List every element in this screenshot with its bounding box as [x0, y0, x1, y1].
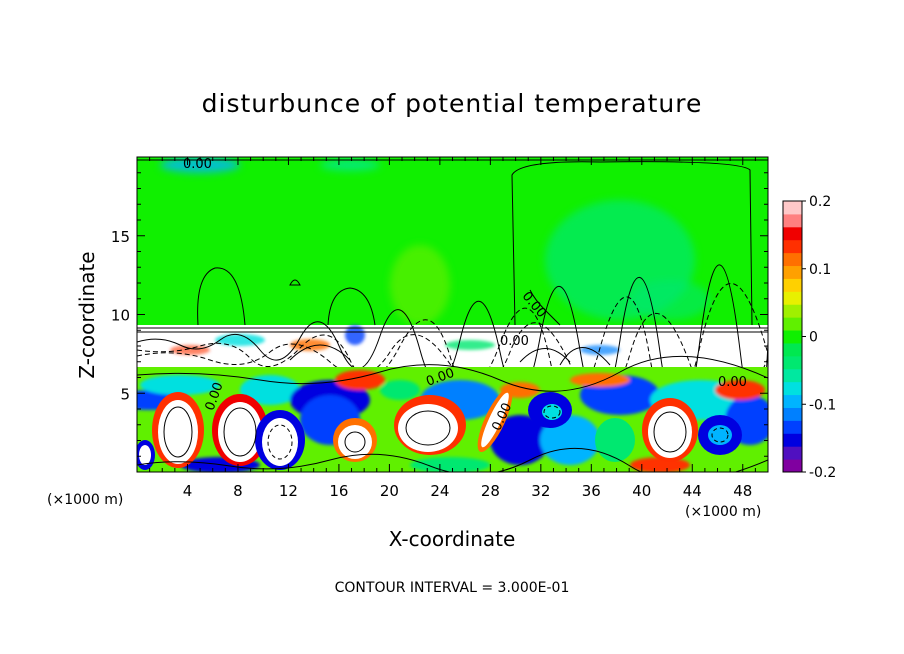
- colorbar-ticks: 0.2 0.1 0 -0.1 -0.2: [802, 194, 836, 481]
- lower-contours: [137, 355, 768, 472]
- colorbar-swatch: [783, 433, 802, 447]
- colorbar-swatch: [783, 317, 802, 331]
- colorbar-swatch: [783, 407, 802, 421]
- x-tick-label: 24: [430, 482, 449, 500]
- colorbar-swatch: [783, 342, 802, 357]
- colorbar: [782, 200, 803, 473]
- x-tick-label: 32: [531, 482, 550, 500]
- contour-label: 0.00: [183, 157, 212, 172]
- colorbar-swatch: [783, 368, 802, 383]
- contour-interval-note: CONTOUR INTERVAL = 3.000E-01: [335, 580, 570, 596]
- plot-area: 0.00 0.00 0.00 0.00 0.00 0.00 0.00: [137, 157, 768, 472]
- colorbar-swatch: [783, 330, 802, 344]
- colorbar-tick-label: -0.2: [809, 465, 836, 481]
- y-axis-title: Z-coordinate: [75, 251, 99, 378]
- colorbar-swatch: [783, 394, 802, 408]
- y-tick-label: 15: [111, 228, 130, 246]
- colorbar-swatch: [783, 213, 802, 228]
- colorbar-swatch: [783, 226, 802, 241]
- colorbar-swatch: [783, 355, 802, 370]
- y-axis-ticks: 5 10 15: [111, 172, 768, 457]
- colorbar-swatch: [783, 420, 802, 434]
- colorbar-swatch: [783, 446, 802, 460]
- upper-layer-features: [160, 157, 710, 325]
- colorbar-swatch: [783, 291, 802, 305]
- colorbar-tick-label: 0.2: [809, 194, 831, 210]
- colorbar-swatch: [783, 265, 802, 279]
- x-axis-title: X-coordinate: [389, 527, 516, 551]
- interface-features: [170, 325, 620, 355]
- chart-title: disturbunce of potential temperature: [202, 89, 703, 118]
- x-tick-label: 36: [582, 482, 601, 500]
- x-tick-label: 44: [683, 482, 702, 500]
- x-tick-label: 20: [380, 482, 399, 500]
- x-tick-label: 16: [329, 482, 348, 500]
- x-tick-label: 40: [632, 482, 651, 500]
- colorbar-swatch: [783, 201, 802, 215]
- colorbar-tick-label: 0.1: [809, 262, 831, 278]
- contour-label: 0.00: [718, 375, 747, 390]
- colorbar-tick-label: -0.1: [809, 397, 836, 413]
- z-unit-label: (×1000 m): [47, 492, 123, 508]
- colorbar-swatch: [783, 278, 802, 292]
- x-tick-label: 4: [183, 482, 193, 500]
- y-tick-label: 10: [111, 307, 130, 325]
- y-tick-label: 5: [120, 385, 130, 403]
- x-tick-label: 12: [279, 482, 298, 500]
- colorbar-swatch: [783, 304, 802, 318]
- colorbar-swatch: [783, 381, 802, 396]
- x-tick-label: 28: [481, 482, 500, 500]
- x-tick-label: 48: [733, 482, 752, 500]
- x-unit-label: (×1000 m): [685, 504, 761, 520]
- x-tick-label: 8: [233, 482, 243, 500]
- x-axis-ticks: 4 8 12 16 20 24 28 32 36 40 44 48: [149, 157, 756, 500]
- colorbar-tick-label: 0: [809, 330, 818, 346]
- warm-eddies: [152, 387, 698, 468]
- colorbar-swatch: [783, 252, 802, 267]
- colorbar-swatch: [783, 459, 802, 473]
- colorbar-swatch: [783, 239, 802, 254]
- contour-label: 0.00: [500, 334, 529, 349]
